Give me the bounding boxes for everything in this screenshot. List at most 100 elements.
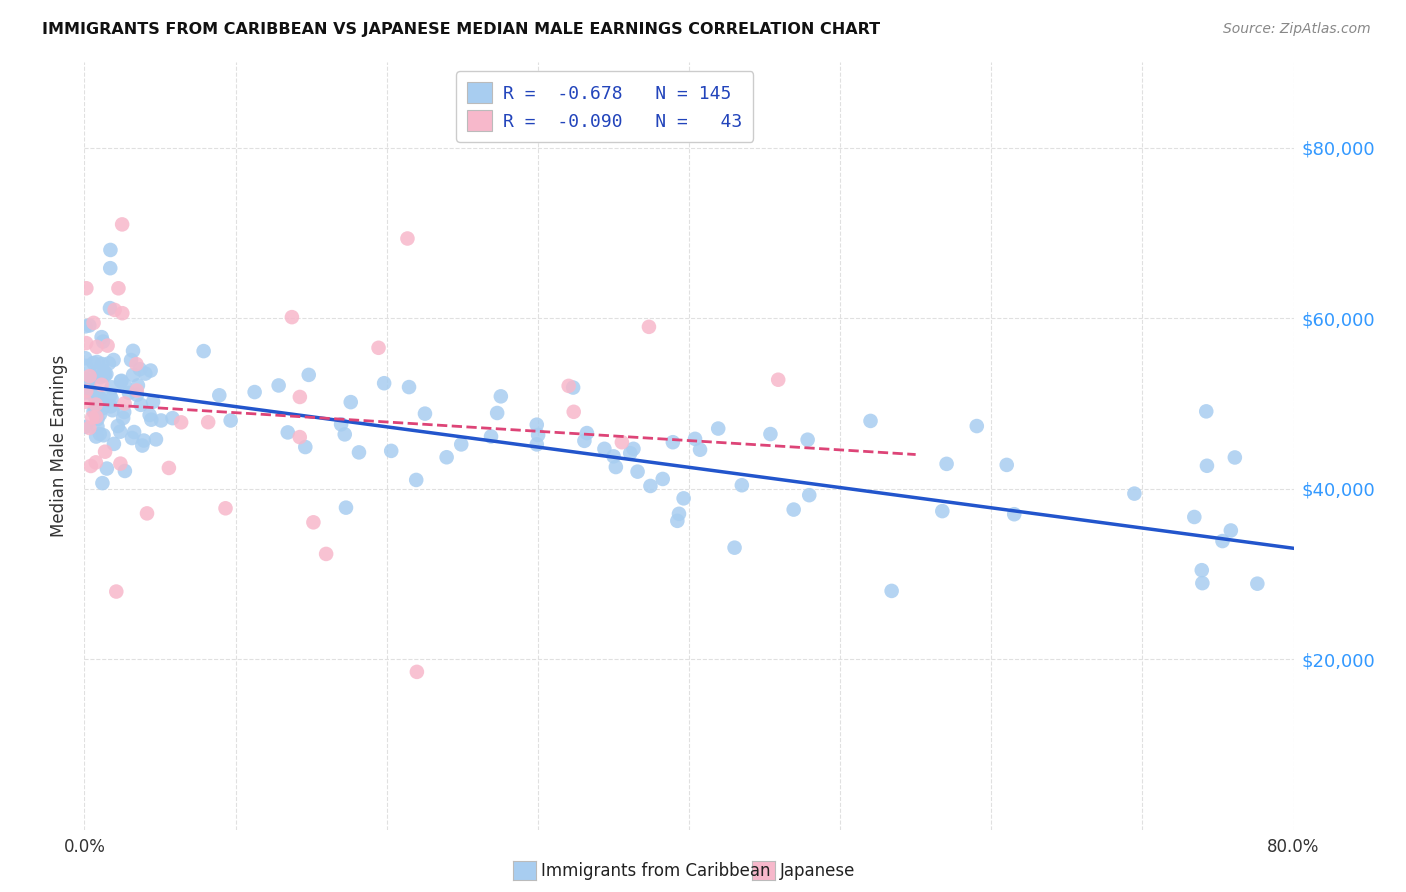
- Point: [219, 413, 242, 427]
- Point: [114, 396, 136, 410]
- Point: [89, 407, 111, 421]
- Point: [450, 437, 472, 451]
- Point: [1211, 534, 1233, 549]
- Point: [405, 473, 427, 487]
- Point: [75, 281, 97, 295]
- Point: [436, 450, 458, 465]
- Point: [94, 368, 117, 383]
- Point: [75, 374, 97, 388]
- Point: [1123, 486, 1146, 500]
- Point: [562, 405, 585, 419]
- Point: [277, 425, 299, 440]
- Point: [689, 442, 711, 457]
- Point: [75, 377, 97, 392]
- Point: [281, 310, 304, 325]
- Point: [132, 434, 155, 448]
- Point: [526, 417, 548, 432]
- Point: [89, 391, 111, 405]
- Point: [125, 388, 148, 402]
- Point: [100, 400, 122, 414]
- Point: [267, 378, 290, 392]
- Point: [1191, 563, 1213, 577]
- Point: [75, 384, 97, 398]
- Point: [1002, 507, 1025, 521]
- Point: [662, 435, 685, 450]
- Point: [75, 336, 97, 351]
- Point: [288, 390, 311, 404]
- Point: [120, 353, 142, 368]
- Point: [82, 410, 104, 425]
- Point: [162, 411, 184, 425]
- Text: Immigrants from Caribbean: Immigrants from Caribbean: [541, 862, 770, 880]
- Point: [766, 373, 789, 387]
- Legend: R =  -0.678   N = 145, R =  -0.090   N =   43: R = -0.678 N = 145, R = -0.090 N = 43: [456, 71, 754, 142]
- Point: [112, 411, 135, 425]
- Point: [82, 388, 104, 402]
- Point: [796, 433, 818, 447]
- Point: [1219, 524, 1241, 538]
- Point: [139, 363, 162, 377]
- Point: [125, 384, 148, 398]
- Point: [367, 341, 389, 355]
- Point: [562, 380, 585, 394]
- Point: [77, 377, 100, 392]
- Point: [87, 364, 110, 378]
- Point: [298, 368, 321, 382]
- Point: [86, 419, 108, 434]
- Point: [100, 243, 122, 257]
- Text: Source: ZipAtlas.com: Source: ZipAtlas.com: [1223, 22, 1371, 37]
- Point: [94, 444, 117, 458]
- Point: [683, 432, 706, 446]
- Point: [142, 394, 165, 409]
- Point: [486, 406, 509, 420]
- Point: [75, 351, 97, 366]
- Point: [84, 398, 107, 412]
- Point: [931, 504, 953, 518]
- Point: [995, 458, 1018, 472]
- Point: [122, 343, 145, 358]
- Point: [623, 442, 645, 456]
- Point: [75, 419, 97, 434]
- Point: [84, 409, 107, 424]
- Point: [97, 356, 120, 370]
- Point: [141, 412, 163, 426]
- Point: [97, 338, 120, 352]
- Point: [335, 500, 357, 515]
- Point: [640, 479, 662, 493]
- Point: [82, 368, 104, 383]
- Point: [294, 440, 316, 454]
- Point: [557, 379, 579, 393]
- Point: [96, 367, 118, 381]
- Point: [373, 376, 395, 391]
- Point: [398, 380, 420, 394]
- Point: [80, 458, 103, 473]
- Point: [112, 377, 135, 392]
- Point: [1182, 510, 1205, 524]
- Point: [112, 405, 135, 419]
- Point: [782, 502, 804, 516]
- Point: [131, 439, 153, 453]
- Point: [86, 340, 108, 354]
- Point: [114, 464, 136, 478]
- Point: [527, 428, 550, 442]
- Point: [98, 261, 121, 276]
- Point: [610, 435, 633, 450]
- Point: [98, 301, 121, 315]
- Point: [1195, 404, 1218, 418]
- Point: [129, 398, 152, 412]
- Point: [101, 403, 124, 417]
- Point: [593, 442, 616, 456]
- Point: [110, 374, 132, 388]
- Text: IMMIGRANTS FROM CARIBBEAN VS JAPANESE MEDIAN MALE EARNINGS CORRELATION CHART: IMMIGRANTS FROM CARIBBEAN VS JAPANESE ME…: [42, 22, 880, 37]
- Point: [935, 457, 957, 471]
- Point: [89, 391, 111, 405]
- Point: [93, 365, 115, 379]
- Point: [104, 302, 127, 317]
- Point: [574, 434, 596, 448]
- Point: [75, 385, 97, 400]
- Point: [1246, 576, 1268, 591]
- Point: [82, 385, 104, 400]
- Point: [75, 359, 97, 373]
- Point: [89, 370, 111, 384]
- Point: [333, 427, 356, 442]
